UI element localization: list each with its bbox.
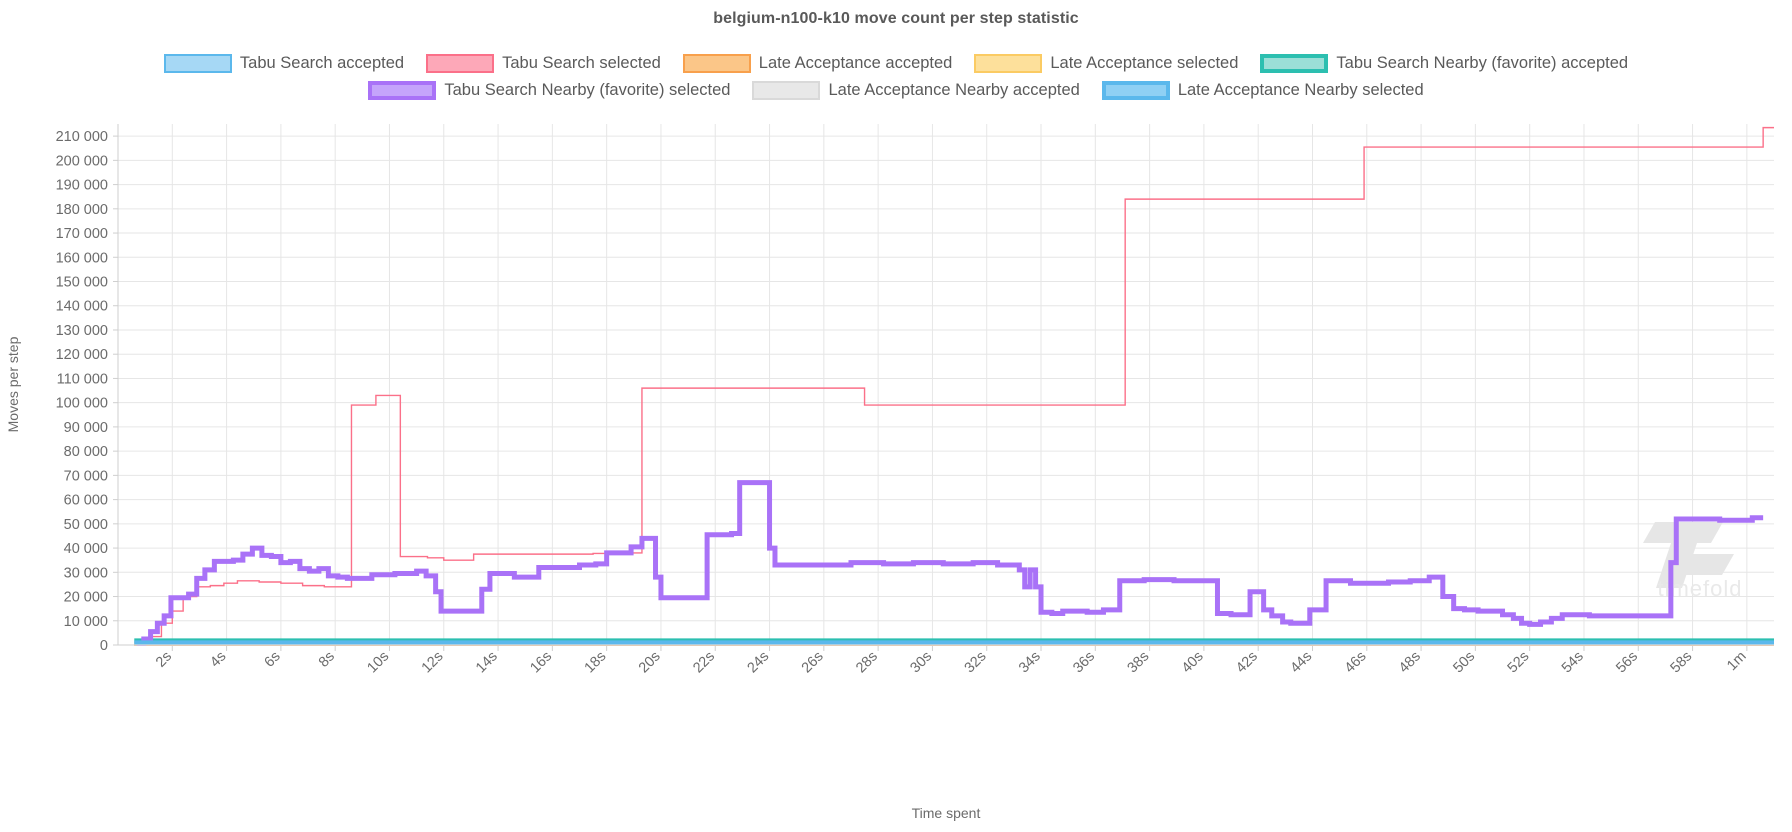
legend-item[interactable]: Late Acceptance Nearby selected	[1101, 81, 1424, 100]
grid-lines	[118, 124, 1774, 646]
x-tick-label: 32s	[962, 649, 990, 677]
legend-item-label: Late Acceptance Nearby accepted	[828, 81, 1080, 99]
y-tick-label: 170 000	[56, 226, 108, 242]
y-tick-label: 80 000	[64, 444, 108, 460]
x-tick-label: 4s	[207, 649, 229, 671]
x-tick-label: 48s	[1396, 649, 1424, 677]
legend-item[interactable]: Tabu Search Nearby (favorite) selected	[368, 81, 730, 100]
legend-item-label: Tabu Search accepted	[239, 54, 405, 72]
x-axis-title: Time spent	[912, 805, 981, 821]
legend-item-label: Tabu Search Nearby (favorite) accepted	[1336, 54, 1629, 72]
y-tick-label: 190 000	[56, 178, 108, 194]
y-tick-label: 50 000	[64, 517, 108, 533]
legend-item[interactable]: Late Acceptance selected	[974, 54, 1238, 73]
x-tick-label: 10s	[364, 649, 392, 677]
x-axis-ticks: 2s 4s 6s 8s 10s 12s 14s 16s 18s 20s 22s 24s 26s 28s 30…	[153, 645, 1750, 676]
x-tick-label: 12s	[419, 649, 447, 677]
legend-item[interactable]: Late Acceptance accepted	[682, 54, 953, 73]
plot-background	[118, 124, 1774, 645]
x-tick-label: 8s	[316, 649, 338, 671]
y-tick-label: 70 000	[64, 468, 108, 484]
legend-item[interactable]: Late Acceptance Nearby accepted	[752, 81, 1080, 100]
y-tick-label: 180 000	[56, 202, 108, 218]
chart-legend: Tabu Search accepted Tabu Search selected…	[0, 54, 1792, 100]
legend-swatch-icon	[368, 81, 437, 100]
x-tick-label: 50s	[1450, 649, 1478, 677]
x-tick-label: 36s	[1070, 649, 1098, 677]
legend-item-label: Tabu Search Nearby (favorite) selected	[444, 81, 731, 99]
x-tick-label: 20s	[636, 649, 664, 677]
legend-swatch-icon	[1260, 54, 1329, 73]
y-tick-label: 140 000	[56, 299, 108, 315]
y-tick-label: 20 000	[64, 590, 108, 606]
legend-swatch-icon	[974, 54, 1043, 73]
x-tick-label: 22s	[690, 649, 718, 677]
x-tick-label: 42s	[1233, 649, 1261, 677]
legend-swatch-icon	[163, 54, 232, 73]
timefold-logo-icon	[1643, 522, 1734, 588]
legend-row-2: Tabu Search Nearby (favorite) selected La…	[368, 81, 1424, 100]
legend-swatch-icon	[1101, 81, 1170, 100]
y-tick-label: 160 000	[56, 250, 108, 266]
y-tick-label: 60 000	[64, 493, 108, 509]
x-tick-label: 58s	[1668, 649, 1696, 677]
y-tick-label: 200 000	[56, 153, 108, 169]
legend-item-label: Late Acceptance accepted	[758, 54, 953, 72]
legend-item-label: Tabu Search selected	[502, 54, 661, 72]
legend-item-label: Late Acceptance selected	[1050, 54, 1239, 72]
y-tick-label: 110 000	[57, 371, 108, 387]
x-tick-label: 26s	[799, 649, 827, 677]
legend-row-1: Tabu Search accepted Tabu Search selected…	[163, 54, 1628, 73]
legend-item-label: Late Acceptance Nearby selected	[1177, 81, 1424, 99]
x-tick-label: 54s	[1559, 649, 1587, 677]
y-tick-label: 100 000	[56, 396, 108, 412]
x-tick-label: 52s	[1505, 649, 1533, 677]
x-tick-label: 30s	[907, 649, 935, 677]
y-tick-label: 150 000	[56, 275, 108, 291]
x-tick-label: 38s	[1125, 649, 1153, 677]
x-tick-label: 46s	[1342, 649, 1370, 677]
y-tick-label: 0	[100, 638, 108, 654]
legend-swatch-icon	[752, 81, 821, 100]
x-tick-label: 44s	[1287, 649, 1315, 677]
x-tick-label: 56s	[1613, 649, 1641, 677]
legend-item[interactable]: Tabu Search Nearby (favorite) accepted	[1260, 54, 1628, 73]
x-tick-label: 16s	[527, 649, 555, 677]
legend-swatch-icon	[426, 54, 495, 73]
x-tick-label: 18s	[582, 649, 610, 677]
series-line	[137, 480, 1764, 647]
y-tick-label: 210 000	[56, 129, 108, 145]
x-tick-label: 34s	[1016, 649, 1044, 677]
x-tick-label: 6s	[262, 649, 284, 671]
x-tick-label: 24s	[745, 649, 773, 677]
legend-item[interactable]: Tabu Search selected	[426, 54, 661, 73]
legend-item[interactable]: Tabu Search accepted	[163, 54, 405, 73]
y-tick-label: 90 000	[64, 420, 108, 436]
legend-swatch-icon	[682, 54, 751, 73]
series-line	[137, 126, 1774, 644]
x-tick-label: 14s	[473, 649, 501, 677]
chart-title: belgium-n100-k10 move count per step sta…	[713, 10, 1079, 27]
y-axis-ticks: 0 10 000 20 000 30 000 40 000 50 000 60 000 70 …	[56, 129, 118, 654]
y-axis-title: Moves per step	[5, 336, 21, 432]
y-tick-label: 120 000	[56, 347, 108, 363]
series-group	[134, 126, 1774, 647]
x-tick-label: 2s	[153, 649, 175, 671]
y-tick-label: 10 000	[64, 614, 108, 630]
y-tick-label: 30 000	[64, 565, 108, 581]
x-tick-label: 28s	[853, 649, 881, 677]
x-tick-label: 40s	[1179, 649, 1207, 677]
y-tick-label: 40 000	[64, 541, 108, 557]
y-tick-label: 130 000	[56, 323, 108, 339]
x-tick-label: 1m	[1724, 649, 1750, 675]
